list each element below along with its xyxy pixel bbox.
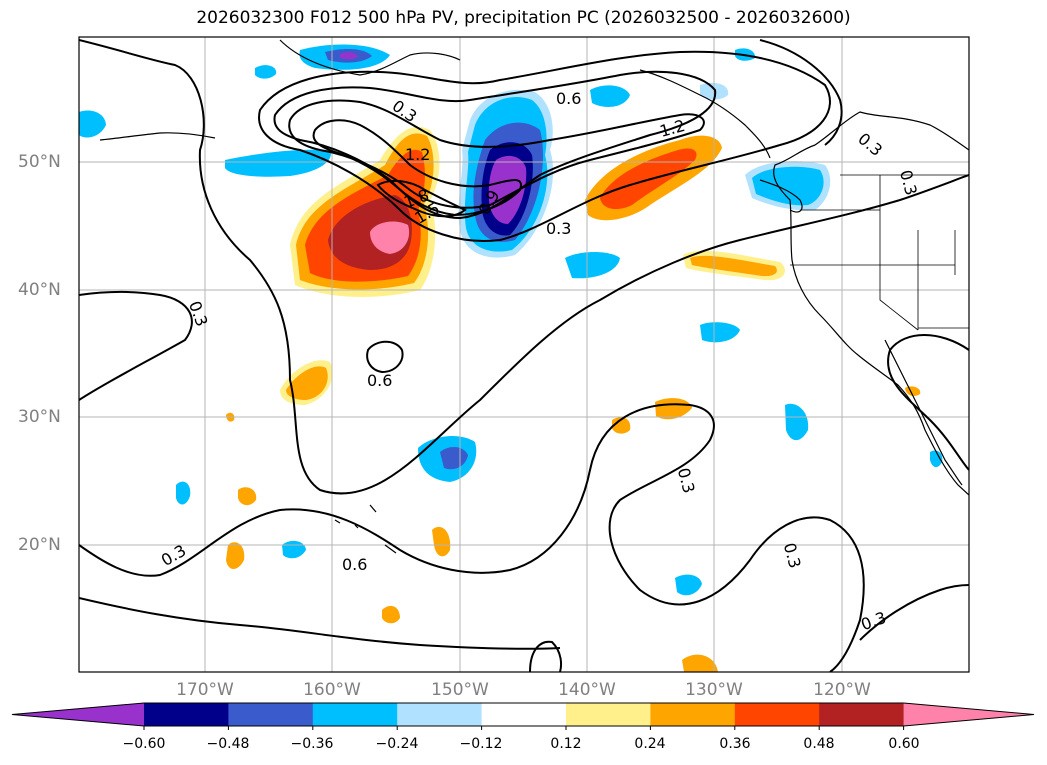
colorbar-tick-label: −0.12	[459, 736, 503, 752]
colorbar-segment	[819, 703, 905, 726]
colorbar-tick-label: −0.24	[375, 736, 419, 752]
contour-label: 0.3	[854, 129, 886, 160]
lat-label-40n: 40°N	[18, 280, 61, 300]
precip-negative-m	[930, 450, 943, 468]
contour-label: 1.2	[658, 116, 688, 141]
map-plot-area: 0.3 0.6 1.2 1.5 1.8 0.9 0.3 0.6 1.2 0.3 …	[79, 37, 969, 672]
colorbar-segment	[397, 703, 483, 726]
lon-label-150w: 150°W	[431, 680, 489, 700]
pv-contour-0.3-ring	[258, 50, 831, 242]
gridlines	[79, 37, 969, 672]
colorbar-segment	[144, 703, 229, 726]
pv-contour-coast-se	[887, 334, 969, 471]
pv-contour-0.3-bottom	[79, 597, 561, 650]
contour-label: 0.3	[185, 298, 212, 328]
colorbar-tick-label: 0.24	[634, 736, 666, 752]
lon-label-140w: 140°W	[558, 680, 616, 700]
pv-contour-1.8	[376, 179, 467, 218]
colorbar-tick-label: −0.60	[122, 736, 166, 752]
precip-negative-left-mid	[225, 149, 331, 177]
figure-title: 2026032300 F012 500 hPa PV, precipitatio…	[196, 8, 851, 28]
lat-label-20n: 20°N	[18, 535, 61, 555]
precip-negative-blob-main-purple	[488, 155, 527, 224]
colorbar-tick-label: 0.48	[803, 736, 835, 752]
lat-label-50n: 50°N	[18, 152, 61, 172]
pv-contours	[79, 39, 969, 672]
contour-label: 0.6	[556, 89, 581, 108]
colorbar-extend-low	[12, 703, 144, 726]
precip-negative-top-purple	[340, 52, 358, 60]
baja-peninsula	[884, 339, 963, 486]
precip-positive-spot-g	[682, 654, 718, 672]
precip-positive-spot-b	[612, 417, 631, 434]
colorbar-tick-label: 0.60	[888, 736, 920, 752]
precip-negative-e	[565, 252, 620, 279]
pv-contour-small-b	[529, 640, 562, 672]
lat-label-30n: 30°N	[18, 407, 61, 427]
alaska-coast	[279, 39, 461, 76]
lon-label-160w: 160°W	[303, 680, 361, 700]
precip-positive-blob-main-pink	[370, 221, 410, 254]
pv-contour-outer-1	[79, 39, 969, 495]
precip-negative-n	[590, 85, 630, 107]
state-borders	[790, 174, 969, 331]
pv-contour-1.5	[312, 119, 522, 217]
alaska-panhandle	[639, 69, 771, 159]
pv-contour-se	[859, 584, 969, 641]
precip-positive-spot-a	[655, 398, 692, 420]
colorbar-extend-high	[903, 703, 1034, 726]
colorbar	[11, 702, 1035, 730]
colorbar-segment	[734, 703, 820, 726]
contour-label: 0.6	[342, 555, 367, 574]
precip-negative-h	[785, 403, 809, 441]
precip-positive-spot-c	[238, 487, 257, 506]
precip-negative-left	[79, 110, 106, 138]
contour-label: 0.3	[896, 168, 921, 198]
map-frame	[78, 36, 970, 673]
precip-positive-spot-d	[226, 542, 245, 569]
colorbar-tick-label: −0.36	[290, 736, 334, 752]
colorbar-tick-label: −0.48	[206, 736, 250, 752]
precip-negative-k	[675, 574, 702, 596]
precip-negative-l	[255, 65, 277, 79]
lon-label-170w: 170°W	[176, 680, 234, 700]
colorbar-tick-label: 0.36	[719, 736, 751, 752]
contour-label: 0.6	[367, 371, 392, 390]
coastlines	[99, 39, 969, 554]
colorbar-tick-label: 0.12	[550, 736, 582, 752]
vancouver-island	[759, 179, 803, 213]
contour-label: 0.3	[674, 466, 699, 496]
pv-contour-0.3-band-sw	[79, 403, 865, 672]
precip-negative-f	[700, 322, 740, 343]
hawaii	[334, 504, 397, 554]
aleutians	[99, 132, 216, 141]
pv-contour-0.6-small	[366, 340, 404, 374]
pv-contour-top-right	[759, 39, 843, 146]
contour-label: 0.3	[389, 96, 421, 126]
lon-label-120w: 120°W	[813, 680, 871, 700]
colorbar-segment	[312, 703, 398, 726]
precip-negative-coast-cyan	[752, 166, 824, 206]
precip-negative-i	[176, 481, 191, 505]
precip-positive-spot-f	[382, 605, 400, 624]
precip-positive-spot-e	[432, 526, 451, 557]
colorbar-segment	[481, 703, 567, 726]
colorbar-segment	[566, 703, 651, 726]
north-america-coast	[773, 111, 969, 496]
contour-label: 0.3	[546, 219, 571, 238]
precip-positive-spot-35n-orange	[286, 366, 328, 400]
precip-negative-g-blue	[440, 446, 468, 470]
precip-negative-j	[282, 540, 306, 559]
colorbar-segment	[228, 703, 314, 726]
precip-shading	[79, 44, 943, 672]
pv-contour-0.6	[273, 70, 717, 220]
lon-label-130w: 130°W	[685, 680, 743, 700]
colorbar-segment	[650, 703, 736, 726]
contour-label: 0.3	[858, 608, 888, 635]
precip-positive-band-130w-orange	[690, 255, 777, 277]
contour-label: 1.2	[405, 145, 430, 164]
pv-contour-0.3-south	[79, 290, 193, 401]
